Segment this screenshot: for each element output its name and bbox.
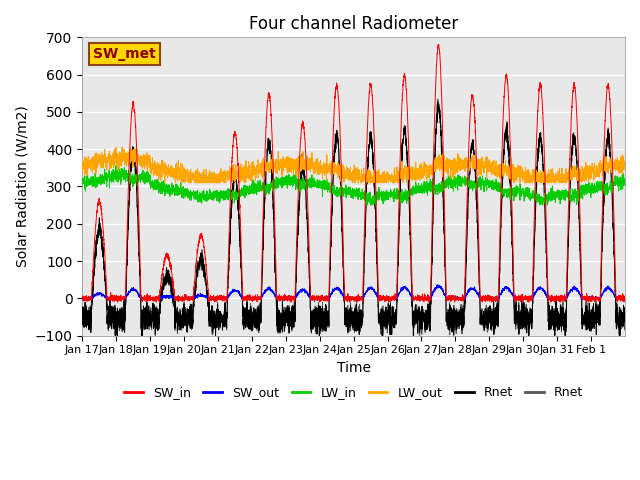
Legend: SW_in, SW_out, LW_in, LW_out, Rnet, Rnet: SW_in, SW_out, LW_in, LW_out, Rnet, Rnet — [119, 381, 588, 404]
Text: SW_met: SW_met — [93, 47, 156, 61]
Title: Four channel Radiometer: Four channel Radiometer — [249, 15, 458, 33]
Y-axis label: Solar Radiation (W/m2): Solar Radiation (W/m2) — [15, 106, 29, 267]
X-axis label: Time: Time — [337, 361, 371, 375]
